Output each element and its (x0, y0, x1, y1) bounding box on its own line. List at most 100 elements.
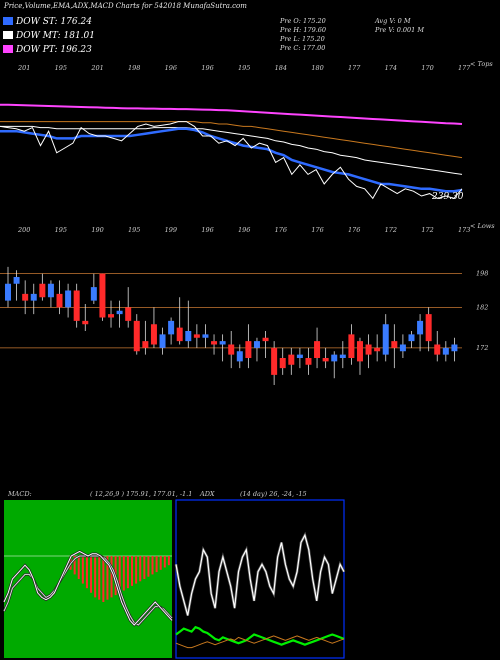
macd-histogram-bar (122, 556, 125, 591)
candle-body (296, 354, 303, 358)
top-label: 195 (55, 64, 67, 72)
top-label: 174 (385, 64, 397, 72)
candle-body (442, 347, 449, 355)
legend-dow-pt: DOW PT: 196.23 (3, 45, 92, 55)
candle-body (374, 347, 381, 352)
adx-values: (14 day) 26, -24, -15 (240, 490, 307, 498)
candle-body (322, 358, 329, 362)
macd-histogram-bar (94, 556, 97, 598)
candle-body (185, 331, 192, 342)
macd-histogram-bar (139, 556, 142, 582)
macd-line (3, 550, 173, 626)
lows-tag: < Lows (470, 222, 495, 230)
candle-body (348, 334, 355, 358)
candle-body (365, 344, 372, 355)
top-label: 195 (238, 64, 250, 72)
candle-body (176, 327, 183, 342)
top-label: 195 (55, 226, 67, 234)
candle-body (253, 341, 260, 348)
top-label: 200 (17, 226, 30, 234)
adx-series-line-1 (175, 625, 345, 646)
candle-body (331, 354, 338, 362)
candle-body (13, 277, 20, 284)
candle-body (399, 344, 406, 352)
candle-body (236, 351, 243, 362)
macd-histogram-bar (147, 556, 150, 577)
top-label: 172 (421, 226, 433, 234)
macd-histogram-bar (98, 556, 101, 600)
macd-background (4, 500, 172, 658)
legend-swatch-st (3, 17, 13, 25)
candle-body (356, 341, 363, 362)
top-label: 198 (128, 64, 140, 72)
ohlc-open: Pre O: 175.20 (280, 17, 326, 25)
price-ema-chart: 201 195 201 198 196 196 195 184 180 177 174 170 177 (0, 64, 471, 200)
candle-body (211, 341, 218, 345)
candle-body (116, 310, 123, 315)
candle-body (245, 341, 252, 358)
macd-histogram-bar (77, 556, 80, 579)
candle-body (382, 324, 389, 355)
candle-body (408, 334, 415, 342)
macd-chart (2, 500, 173, 658)
top-label: 177 (458, 64, 471, 72)
top-label: 196 (201, 64, 213, 72)
ohlc-close: Pre C: 177.00 (280, 44, 326, 52)
adx-series-line-2 (175, 635, 345, 649)
candle-body (47, 283, 54, 298)
candle-body (159, 334, 166, 348)
candle-body (305, 358, 312, 365)
top-label: 177 (348, 64, 361, 72)
macd-histogram-bar (90, 556, 93, 593)
candle-body (133, 320, 140, 352)
legend-label-st: DOW ST: 176.24 (16, 17, 92, 27)
top-label: 173 (458, 226, 470, 234)
candle-body (314, 341, 321, 358)
macd-histogram-bar (102, 556, 105, 602)
top-label: 176 (275, 226, 287, 234)
prev-volume: Pre V: 0.001 M (375, 26, 425, 34)
candle-body (425, 314, 432, 342)
candle-body (168, 320, 175, 335)
macd-histogram-bar (110, 556, 113, 598)
candle-body (5, 283, 11, 301)
top-label: 172 (385, 226, 397, 234)
top-label: 196 (201, 226, 213, 234)
candle-body (279, 358, 286, 369)
candle-body (262, 337, 269, 342)
candle-body (30, 293, 37, 301)
top-label: 201 (90, 64, 103, 72)
macd-values: ( 12,26,9 ) 175.91, 177.01, -1.1 (90, 490, 193, 498)
macd-histogram-bar (118, 556, 121, 593)
right-label: 182 (476, 303, 488, 311)
macd-histogram-bar (85, 556, 88, 589)
candle-body (434, 344, 441, 355)
candle-body (339, 354, 346, 358)
macd-histogram-bar (155, 556, 158, 573)
macd-label: MACD: (8, 490, 32, 498)
candle-body (82, 320, 89, 325)
series-line-1 (0, 127, 463, 193)
macd-histogram-bar (135, 556, 138, 584)
legend-label-pt: DOW PT: 196.23 (16, 45, 92, 55)
top-label: 199 (165, 226, 177, 234)
candle-body (202, 334, 209, 338)
top-label: 184 (275, 64, 287, 72)
macd-histogram-bar (143, 556, 146, 579)
candle-body (99, 273, 106, 318)
candle-body (391, 341, 398, 348)
macd-histogram-bar (81, 556, 84, 584)
candle-body (90, 287, 97, 301)
top-label: 196 (165, 64, 177, 72)
candle-body (39, 283, 46, 298)
candle-body (56, 293, 63, 308)
candle-body (22, 293, 29, 301)
adx-label: ADX (200, 490, 215, 498)
candle-body (193, 334, 200, 338)
adx-series-line-0 (175, 533, 345, 616)
candle-body (108, 314, 115, 318)
candlestick-chart: 200 195 190 195 199 196 196 176 176 176 172 172 173 1… (0, 226, 488, 385)
top-label: 180 (311, 64, 323, 72)
adx-chart (174, 499, 346, 659)
macd-histogram-bar (151, 556, 154, 575)
